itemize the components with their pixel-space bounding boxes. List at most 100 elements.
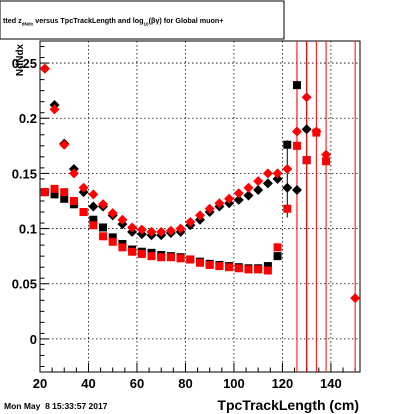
data-point-diamond (165, 225, 176, 236)
y-axis: 0 0.05 0.1 0.15 0.2 0.25 (12, 46, 49, 367)
data-point-diamond (243, 190, 254, 201)
x-tick-label: 60 (130, 376, 144, 391)
x-tick-label: 100 (223, 376, 245, 391)
data-point-diamond (78, 182, 89, 193)
data-point-square (273, 243, 282, 252)
data-point-square (292, 81, 301, 90)
data-point-diamond (59, 139, 70, 150)
x-tick-label: 80 (178, 376, 192, 391)
svg-text:tted zdNdx versus TpcTrackLen: tted zdNdx versus TpcTrackLength and log… (3, 16, 223, 26)
data-point-diamond (272, 168, 283, 179)
data-point-square (254, 265, 263, 274)
data-point-square (166, 253, 175, 262)
data-point-diamond (88, 189, 99, 200)
x-axis-label: TpcTrackLength (cm) (217, 397, 359, 413)
data-point-diamond (195, 210, 205, 221)
data-point-square (157, 253, 166, 262)
y-axis-label: NdNdx (15, 43, 26, 76)
y-tick-label: 0.1 (19, 222, 37, 237)
data-point-square (108, 233, 117, 242)
title-sub-b: 10 (143, 21, 149, 26)
data-point-square (40, 188, 49, 197)
y-tick-label: 0.25 (12, 56, 37, 71)
data-point-square (60, 188, 69, 197)
x-tick-label: 140 (320, 376, 342, 391)
data-point-square (50, 190, 59, 199)
footer-timestamp: Mon May 8 15:33:57 2017 (4, 401, 108, 411)
data-point-diamond (253, 184, 264, 195)
data-point-square (263, 262, 272, 271)
x-axis: 20 40 60 80 100 120 140 (33, 363, 356, 391)
data-point-diamond (301, 124, 312, 135)
data-point-diamond (39, 63, 50, 74)
data-point-square (128, 247, 137, 256)
data-point-diamond (146, 226, 157, 237)
data-point-square (273, 252, 282, 261)
data-point-diamond (291, 126, 302, 137)
title-sub-a: dNdx (22, 21, 34, 26)
data-point-diamond (107, 208, 118, 219)
plot-frame (39, 40, 361, 373)
data-markers (39, 63, 361, 304)
data-point-diamond (204, 203, 215, 214)
data-point-square (89, 215, 98, 224)
data-point-diamond (243, 182, 254, 193)
x-tick-label: 40 (81, 376, 95, 391)
data-point-square (69, 196, 78, 205)
data-point-square (60, 194, 69, 203)
data-point-diamond (291, 184, 302, 195)
data-point-square (137, 249, 146, 258)
y-tick-label: 0 (30, 332, 37, 347)
data-point-square (225, 263, 234, 272)
data-point-square (292, 141, 301, 150)
data-point-diamond (282, 163, 293, 174)
data-point-square (186, 255, 195, 264)
data-point-diamond (98, 199, 109, 210)
data-point-square (147, 252, 156, 261)
data-point-diamond (224, 193, 235, 204)
data-point-diamond (49, 104, 60, 115)
data-point-square (118, 243, 127, 252)
data-point-square (79, 208, 88, 217)
data-point-diamond (282, 182, 293, 193)
data-point-diamond (272, 173, 283, 184)
data-point-square (312, 128, 321, 137)
data-point-square (283, 140, 292, 149)
data-point-square (89, 221, 98, 230)
data-point-diamond (214, 198, 225, 209)
data-point-diamond (301, 92, 312, 103)
data-point-square (196, 258, 204, 267)
data-point-square (50, 184, 59, 193)
title-part-c: (βγ) for Global muon+ (149, 16, 224, 25)
title-box: tted zdNdx versus TpcTrackLength and log… (0, 0, 285, 40)
y-tick-label: 0.15 (12, 166, 37, 181)
data-point-square (302, 156, 311, 165)
data-point-diamond (253, 176, 264, 187)
data-point-diamond (233, 188, 244, 199)
data-point-diamond (136, 224, 147, 235)
data-point-square (108, 237, 117, 246)
title-part-a: tted z (3, 16, 22, 25)
data-point-square (244, 265, 253, 274)
data-point-diamond (156, 226, 167, 237)
data-point-diamond (350, 293, 361, 304)
x-tick-label: 120 (272, 376, 294, 391)
title-part-b: versus TpcTrackLength and log (33, 16, 143, 25)
data-point-square (263, 266, 272, 275)
data-point-square (283, 204, 292, 213)
data-point-square (176, 254, 185, 263)
data-point-square (234, 264, 243, 273)
data-point-square (99, 232, 108, 241)
data-point-square (215, 262, 224, 271)
data-point-diamond (185, 216, 196, 227)
data-point-square (205, 260, 214, 269)
data-point-diamond (321, 149, 332, 160)
data-point-diamond (262, 168, 273, 179)
y-tick-label: 0.05 (12, 277, 37, 292)
data-point-diamond (175, 223, 186, 234)
x-tick-label: 20 (33, 376, 47, 391)
y-tick-label: 0.2 (19, 111, 37, 126)
data-point-square (322, 157, 331, 166)
data-point-diamond (68, 168, 79, 179)
